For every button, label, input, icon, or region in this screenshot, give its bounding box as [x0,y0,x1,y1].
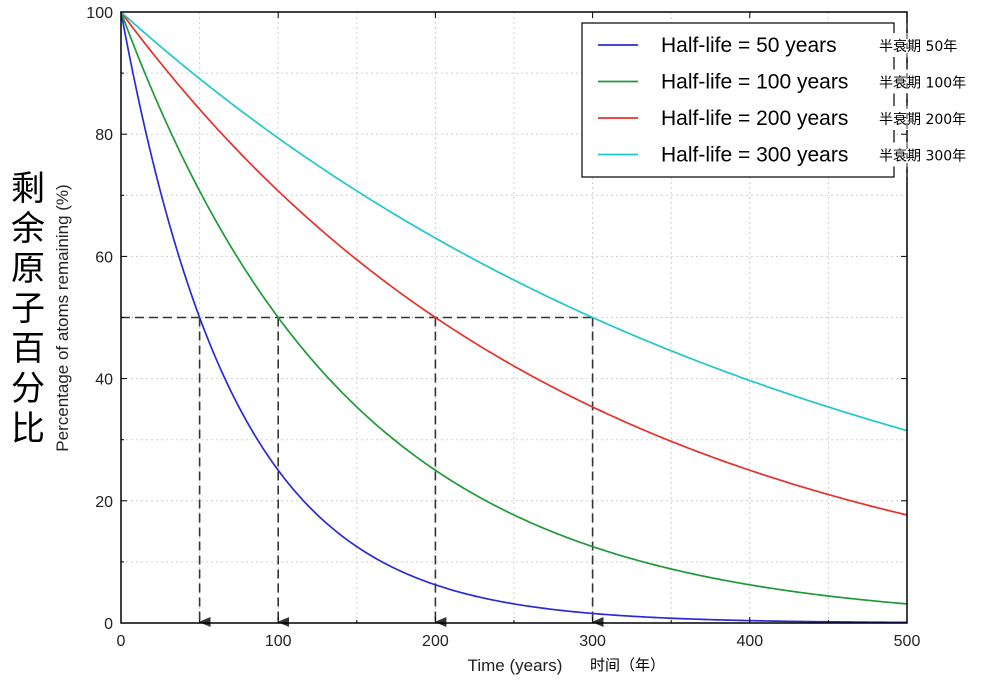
legend-label: Half-life = 50 years [661,34,837,57]
x-axis-label-cn: 时间（年） [590,656,665,674]
y-tick-label: 20 [95,494,113,511]
legend-label: Half-life = 100 years [661,71,848,94]
series-line-200 [120,11,908,516]
series-lines [120,11,908,624]
legend-label: Half-life = 200 years [661,107,848,130]
ticks: 0 100 200 300 400 500 0 20 40 60 80 100 [86,5,920,650]
y-axis-label-cn-char: 百 [11,329,45,369]
legend-label: Half-life = 300 years [661,144,848,167]
x-tick-label: 100 [265,633,292,650]
x-axis-label: Time (years) [468,656,563,675]
y-tick-label: 0 [104,616,113,633]
x-tick-label: 400 [736,633,763,650]
y-axis-label-cn-char: 分 [11,369,45,409]
y-tick-label: 100 [86,5,113,22]
y-axis-label: Percentage of atoms remaining (%) [53,184,72,451]
legend-label-cn-bg [876,106,991,130]
y-axis-label-cn-char: 余 [11,209,45,249]
y-tick-label: 80 [95,127,113,144]
legend-label-cn-bg [876,142,991,167]
x-tick-label: 0 [117,633,126,650]
y-axis-label-cn-char: 原 [11,249,45,289]
y-tick-label: 40 [95,372,113,389]
y-tick-label: 60 [95,249,113,266]
x-tick-label: 200 [422,633,449,650]
legend: Half-life = 50 years 半衰期 50年 Half-life = 1… [581,22,991,178]
x-tick-label: 500 [894,633,921,650]
legend-label-cn-bg [876,33,991,57]
y-axis-label-cn-char: 剩 [11,169,45,209]
legend-box [581,22,895,178]
legend-label-cn: 半衰期 300年 [879,148,966,165]
series-line-300 [120,11,908,432]
legend-label-cn: 半衰期 50年 [879,38,957,55]
y-axis-label-cn-char: 子 [11,289,45,329]
legend-label-cn: 半衰期 200年 [879,111,966,128]
legend-label-cn-bg [876,69,991,94]
series-line-50 [120,11,908,624]
x-tick-label: 300 [579,633,606,650]
legend-label-cn: 半衰期 100年 [879,75,966,92]
y-axis-label-cn-char: 比 [11,409,45,449]
series-line-100 [120,11,908,605]
